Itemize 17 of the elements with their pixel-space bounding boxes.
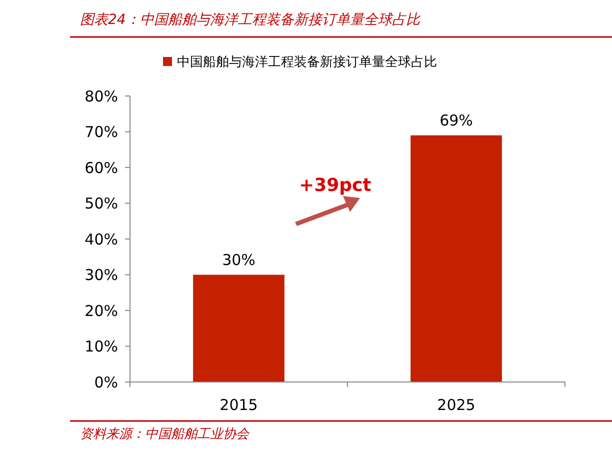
y-tick-label: 0% [94,373,118,392]
text: 资料来源：中国船舶工业协会 [80,427,250,442]
y-tick-label: 80% [84,87,118,106]
text: 69% [440,111,473,130]
y-tick-label: 60% [84,158,118,177]
y-tick-label: 30% [84,266,118,284]
y-tick-label: 40% [84,230,118,248]
annotation: +39pct [299,175,372,196]
y-tick-label: 10% [84,338,118,356]
text: 30% [222,250,256,269]
x-tick-label: 2025 [437,396,476,414]
legend-label: 中国船舶与海洋工程装备新接订单量全球占比 [177,55,437,70]
y-tick-label: 50% [84,194,118,212]
y-tick-label: 70% [84,123,118,141]
chart-title: 图表24：中国船舶与海洋工程装备新接订单量全球占比 [80,12,421,28]
x-tick-label: 2015 [220,396,258,414]
y-tick-label: 20% [84,302,118,320]
